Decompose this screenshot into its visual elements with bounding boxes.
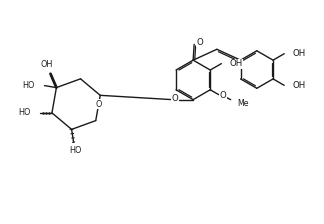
Text: OH: OH (292, 81, 305, 90)
Text: O: O (171, 94, 178, 103)
Text: O: O (197, 38, 203, 47)
Text: HO: HO (22, 81, 35, 90)
Text: Me: Me (237, 99, 249, 108)
Text: OH: OH (40, 60, 53, 69)
Text: OH: OH (229, 59, 243, 68)
Text: O: O (96, 99, 102, 108)
Text: HO: HO (18, 108, 30, 117)
Text: HO: HO (69, 146, 82, 155)
Text: O: O (219, 91, 226, 100)
Text: OH: OH (292, 49, 305, 58)
